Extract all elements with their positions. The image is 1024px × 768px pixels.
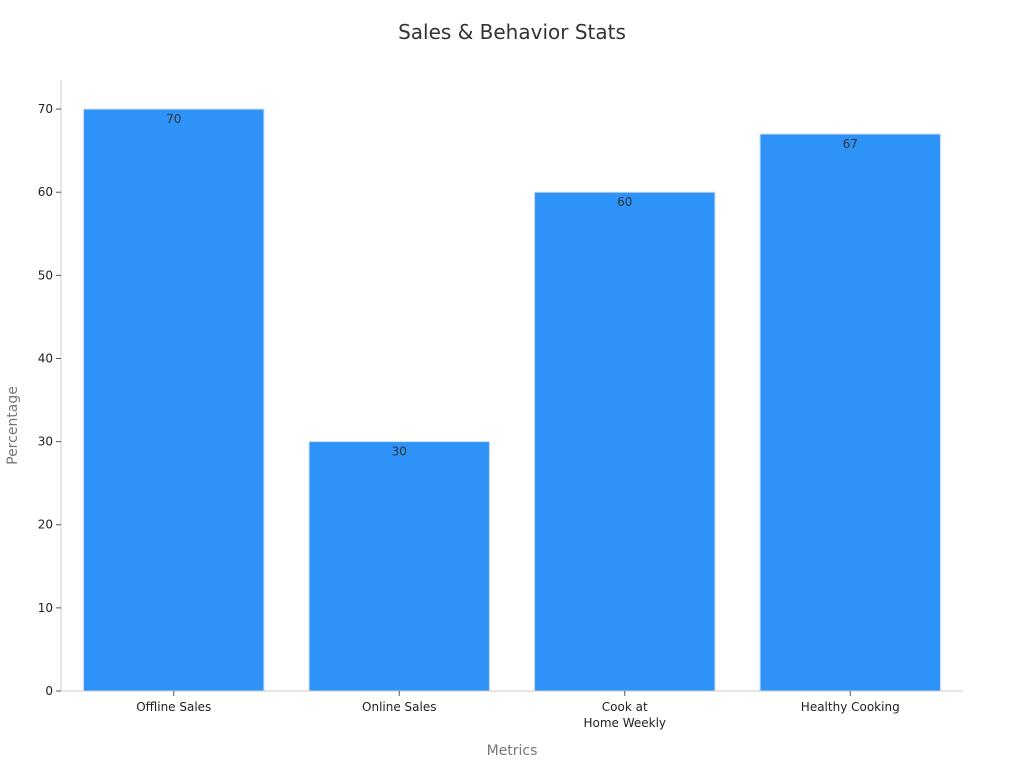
- bar-2: [534, 191, 716, 692]
- data-label-0: 70: [166, 112, 181, 126]
- y-tick-label-1: 10: [38, 601, 53, 615]
- x-axis-title: Metrics: [487, 743, 538, 759]
- x-tick-label-1: Online Sales: [362, 700, 436, 714]
- y-axis-title: Percentage: [5, 386, 21, 465]
- y-tick-label-7: 70: [38, 102, 53, 116]
- y-tick-label-2: 20: [38, 518, 53, 532]
- data-label-3: 67: [843, 137, 858, 151]
- bars-group: [83, 108, 941, 692]
- bar-0: [83, 108, 265, 692]
- x-ticks-group: Offline Sales Online Sales Cook at Home Wee…: [136, 691, 900, 730]
- y-ticks-group: 0 10 20 30 40 50 60 70: [38, 102, 61, 698]
- y-tick-label-3: 30: [38, 435, 53, 449]
- data-label-1: 30: [392, 445, 407, 459]
- data-labels-group: 70 30 60 67: [166, 112, 858, 459]
- data-label-2: 60: [617, 195, 632, 209]
- y-tick-label-6: 60: [38, 185, 53, 199]
- x-tick-label-0: Offline Sales: [136, 700, 211, 714]
- x-tick-label-2: Cook at Home Weekly: [583, 700, 666, 730]
- x-tick-label-3: Healthy Cooking: [801, 700, 900, 714]
- y-tick-label-4: 40: [38, 351, 53, 365]
- y-tick-label-0: 0: [45, 684, 53, 698]
- y-tick-label-5: 50: [38, 268, 53, 282]
- chart-title: Sales & Behavior Stats: [398, 20, 626, 44]
- bar-1: [308, 441, 490, 692]
- bar-3: [759, 133, 941, 692]
